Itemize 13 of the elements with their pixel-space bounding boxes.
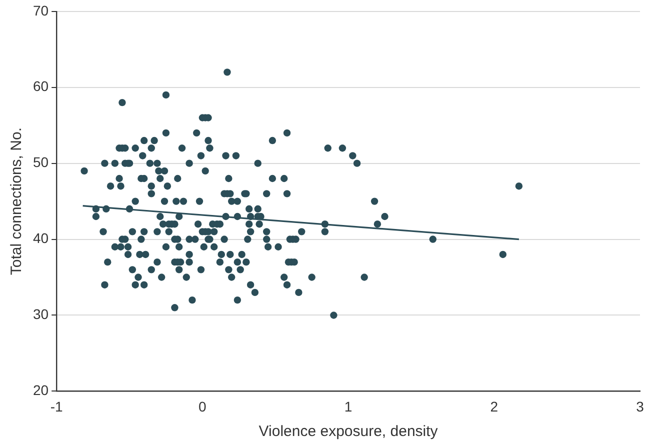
x-tick-label: -1 [50, 398, 64, 414]
x-tick-label: 0 [198, 398, 207, 414]
y-tick-label: 70 [32, 2, 49, 18]
y-tick-label: 20 [32, 382, 49, 398]
x-tick-label: 2 [490, 398, 498, 414]
y-axis-title: Total connections, No. [8, 128, 26, 276]
x-tick-label: 3 [636, 398, 644, 414]
y-tick-label: 30 [32, 306, 49, 322]
y-tick-label: 50 [32, 154, 49, 170]
y-tick-label: 60 [32, 78, 49, 94]
x-tick-label: 1 [344, 398, 352, 414]
x-axis-title: Violence exposure, density [258, 423, 438, 440]
y-tick-label: 40 [32, 230, 49, 246]
